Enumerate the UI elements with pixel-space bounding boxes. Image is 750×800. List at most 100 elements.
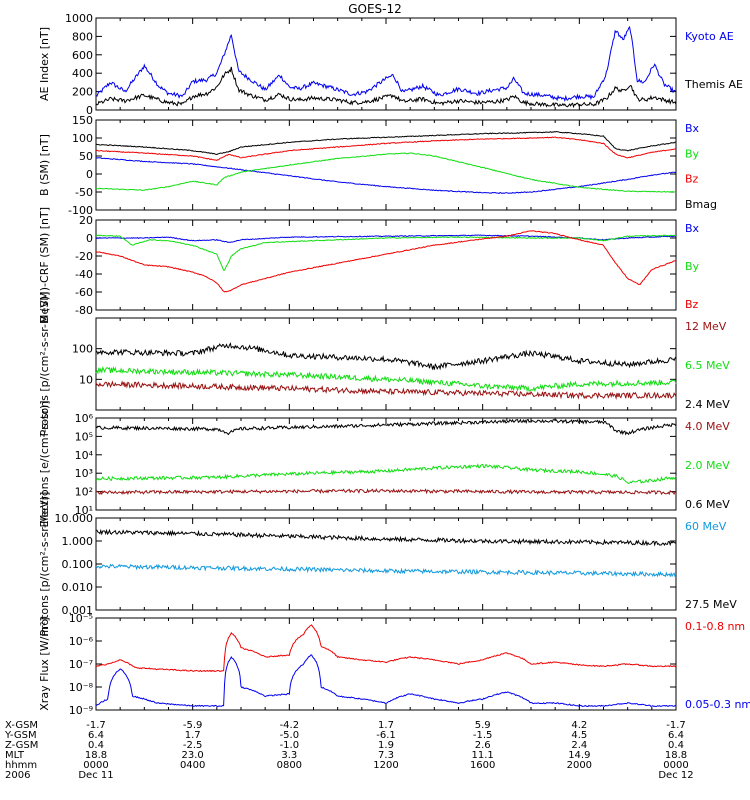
series-line-6-5-mev xyxy=(95,366,677,393)
y-tick-label: 400 xyxy=(72,67,93,80)
legend-entry: 60 MeV xyxy=(685,520,727,533)
panel-frame xyxy=(95,617,677,711)
series-line-12-mev xyxy=(95,380,677,400)
axis-row-label: Z-GSM xyxy=(5,740,38,751)
axis-row-value: -1.7 xyxy=(666,720,686,731)
series-line-4-0-mev xyxy=(95,488,677,496)
series-line-0-05-0-3-nm xyxy=(95,654,677,708)
legend-entry: Bz xyxy=(685,173,699,186)
y-tick-label: -60 xyxy=(75,286,93,299)
y-tick-label: 100 xyxy=(72,343,93,356)
axis-row-value: 0400 xyxy=(180,760,205,771)
legend-entry: Bx xyxy=(685,122,700,135)
y-axis-label: Electrons [e/(cm²-s-sr)] xyxy=(38,400,51,527)
panel-frame xyxy=(95,119,677,211)
y-tick-label: 0 xyxy=(86,168,93,181)
legend-entry: 0.6 MeV xyxy=(685,498,730,511)
legend-entry: Kyoto AE xyxy=(685,30,734,43)
axis-row-value: 1600 xyxy=(470,760,495,771)
y-axis-label: Protons [p/(cm²-s-sr-MeV)] xyxy=(38,292,51,437)
y-tick-label: 20 xyxy=(79,214,93,227)
y-tick-label: 0.100 xyxy=(62,558,94,571)
axis-row-value: 2.6 xyxy=(475,740,491,751)
y-tick-label: 800 xyxy=(72,30,93,43)
axis-row-label: Y-GSM xyxy=(4,730,37,741)
axis-row-value: -1.0 xyxy=(280,740,300,751)
y-tick-label: 1000 xyxy=(65,12,93,25)
y-tick-label: 10⁻⁸ xyxy=(69,681,94,694)
axis-row-value: -5.0 xyxy=(280,730,300,741)
y-tick-label: 10⁻⁶ xyxy=(69,635,94,648)
legend-entry: Bz xyxy=(685,298,699,311)
legend-entry: 0.05-0.3 nm xyxy=(685,698,750,711)
figure-title: GOES-12 xyxy=(348,2,402,16)
axis-row-value: 3.3 xyxy=(281,750,297,761)
series-line-by xyxy=(95,152,677,193)
y-tick-label: 50 xyxy=(79,150,93,163)
panel-frame xyxy=(95,417,677,511)
series-line-bz xyxy=(95,136,677,161)
axis-row-label: MLT xyxy=(5,750,25,761)
y-tick-label: 10⁶ xyxy=(75,412,94,425)
panel-5: 10¹ 10² 10³ 10⁴ 10⁵ 10⁶ Electrons [e/(cm²-s-sr… xyxy=(38,400,730,527)
y-tick-label: 200 xyxy=(72,86,93,99)
y-tick-label: 10⁴ xyxy=(75,449,94,462)
panel-3: -80 -60 -40 -20 0 20 B (SM)-CRF (SM) [nT] Bx By B… xyxy=(38,207,700,323)
y-tick-label: 0 xyxy=(86,232,93,245)
legend-entry: 27.5 MeV xyxy=(685,598,737,611)
y-tick-label: 0 xyxy=(86,104,93,117)
legend-entry: By xyxy=(685,260,700,273)
series-line-2-0-mev xyxy=(95,463,677,484)
axis-row-value: 23.0 xyxy=(182,750,204,761)
y-tick-label: -20 xyxy=(75,250,93,263)
series-line-bx xyxy=(95,157,677,194)
legend-entry: Bx xyxy=(685,222,700,235)
axis-row-label: hhmm xyxy=(5,760,37,771)
legend-entry: 2.0 MeV xyxy=(685,459,730,472)
panel-4: 10 100 Protons [p/(cm²-s-sr-MeV)] 12 MeV 6.5… xyxy=(38,292,730,437)
axis-row-value: -4.2 xyxy=(280,720,300,731)
axis-row-value: 0000 xyxy=(663,760,688,771)
y-axis-label: B (SM) [nT] xyxy=(38,134,51,196)
axis-row-value: 18.8 xyxy=(85,750,107,761)
axis-row-value: 4.5 xyxy=(571,730,587,741)
axis-row-value: 7.3 xyxy=(378,750,394,761)
y-tick-label: -80 xyxy=(75,304,93,317)
y-axis-label: Xray Flux [W/m²] xyxy=(38,617,51,710)
series-line-0-1-0-8-nm xyxy=(95,624,677,673)
axis-row-value: 0.4 xyxy=(88,740,104,751)
y-tick-label: 1.000 xyxy=(62,535,94,548)
y-tick-label: -100 xyxy=(68,204,93,217)
series-line-60-mev xyxy=(95,563,677,578)
y-tick-label: 0.010 xyxy=(62,581,94,594)
panel-7: 10⁻⁹ 10⁻⁸ 10⁻⁷ 10⁻⁶ 10⁻⁵ Xray Flux [W/m²] 0.1-… xyxy=(38,612,750,717)
axis-row-label: 2006 xyxy=(5,770,30,781)
panel-1: 0 200 400 600 800 1000 AE Index [nT] Kyoto AE Th… xyxy=(38,12,743,117)
y-tick-label: -40 xyxy=(75,268,93,281)
axis-row-value: 0000 xyxy=(83,760,108,771)
y-axis-label: Protons [p/(cm²-s-sr-MeV)] xyxy=(38,492,51,637)
series-line-0-6-mev xyxy=(95,418,677,436)
y-tick-label: 10.000 xyxy=(55,512,94,525)
series-line-by xyxy=(95,234,677,271)
axis-row-value: 6.4 xyxy=(88,730,104,741)
axis-row-value: 18.8 xyxy=(665,750,687,761)
axis-row-label: X-GSM xyxy=(5,720,38,731)
series-line-themis-ae xyxy=(95,66,677,109)
y-tick-label: 100 xyxy=(72,132,93,145)
axis-row-value: Dec 11 xyxy=(78,770,113,781)
y-tick-label: 10² xyxy=(75,486,93,499)
axis-row-value: -6.1 xyxy=(376,730,396,741)
axis-row-value: -1.5 xyxy=(473,730,493,741)
legend-entry: 2.4 MeV xyxy=(685,398,730,411)
legend-entry: 0.1-0.8 nm xyxy=(685,620,745,633)
panel-2: -100 -50 0 50 100 150 B (SM) [nT] Bx By Bz Bmag xyxy=(38,114,717,217)
axis-row-value: 4.2 xyxy=(571,720,587,731)
axis-row-value: 2.4 xyxy=(571,740,587,751)
y-tick-label: -50 xyxy=(75,186,93,199)
y-tick-label: 10³ xyxy=(75,467,93,480)
legend-entry: 4.0 MeV xyxy=(685,420,730,433)
axis-row-value: -1.7 xyxy=(86,720,106,731)
series-line-27-5-mev xyxy=(95,528,677,547)
y-tick-label: 10⁻⁵ xyxy=(69,612,93,625)
